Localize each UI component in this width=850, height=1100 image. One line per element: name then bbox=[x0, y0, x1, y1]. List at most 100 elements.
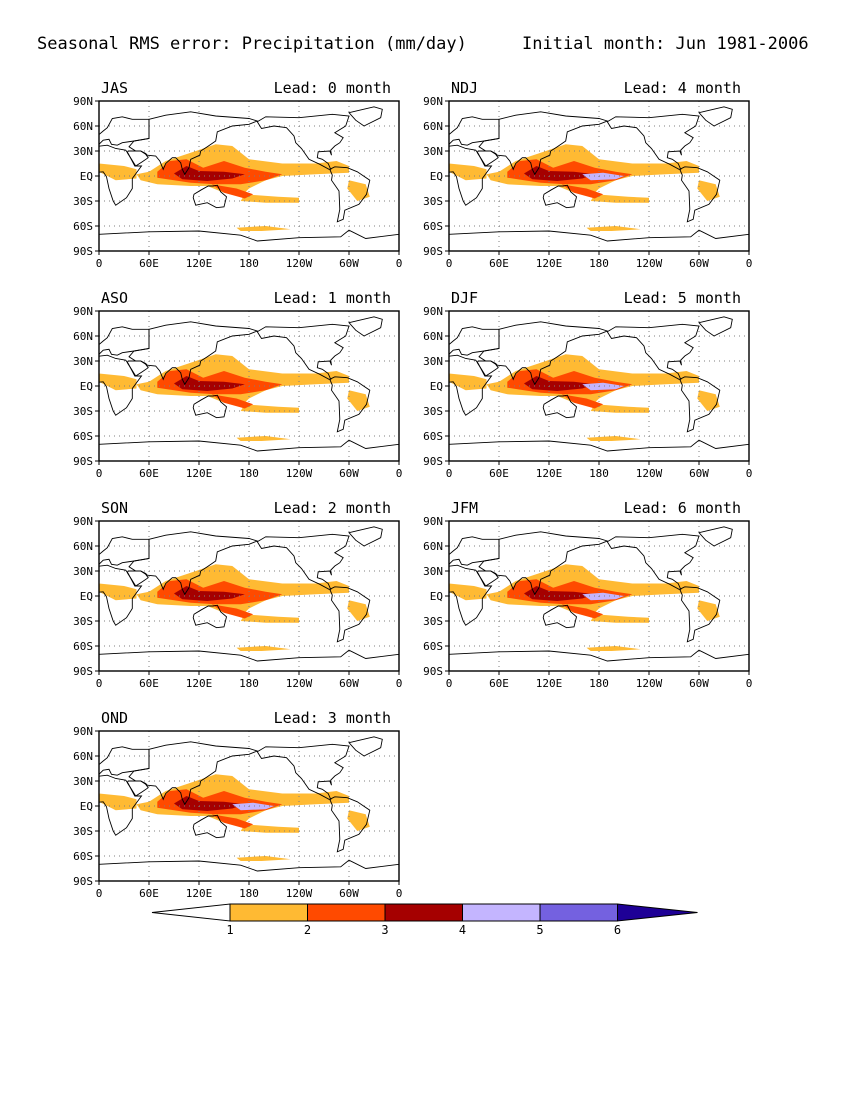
lat-label: 30N bbox=[73, 565, 93, 578]
contour-level-3 bbox=[524, 586, 595, 601]
coastline-namerica bbox=[606, 113, 700, 170]
contour-level-3 bbox=[524, 166, 595, 181]
lat-label: 60S bbox=[423, 430, 443, 443]
lat-label: 90N bbox=[423, 515, 443, 528]
contour-level-1 bbox=[449, 373, 487, 391]
coastline-africa bbox=[449, 354, 493, 416]
coastline-europe bbox=[449, 536, 500, 566]
coastline-africa bbox=[449, 144, 493, 206]
contour-level-4 bbox=[582, 592, 624, 601]
coastline-greenland bbox=[698, 106, 733, 127]
coastline-antarctica bbox=[449, 649, 749, 671]
contour-level-1 bbox=[586, 226, 641, 231]
coastline-namerica bbox=[256, 533, 350, 590]
contour-level-2 bbox=[561, 604, 604, 619]
coastline-samerica bbox=[329, 376, 371, 433]
coastline-australia bbox=[192, 184, 228, 209]
contour-level-4 bbox=[582, 172, 624, 181]
lon-label: 0 bbox=[96, 887, 103, 900]
lat-label: 30S bbox=[73, 615, 93, 628]
panel-lead-label: Lead: 5 month bbox=[624, 289, 741, 307]
lon-label: 0 bbox=[746, 467, 753, 480]
lon-label: 120E bbox=[536, 677, 563, 690]
lat-label: 90N bbox=[73, 95, 93, 108]
lat-label: EQ bbox=[80, 800, 93, 813]
lon-label: 60E bbox=[139, 467, 159, 480]
lon-label: 120W bbox=[286, 467, 313, 480]
contour-level-3 bbox=[174, 376, 245, 391]
panel-lead-label: Lead: 3 month bbox=[274, 709, 391, 727]
lat-label: 60N bbox=[423, 330, 443, 343]
colorbar-segment bbox=[384, 903, 463, 922]
coastline-samerica bbox=[679, 166, 721, 223]
lat-label: 90S bbox=[73, 245, 93, 258]
lon-label: 120E bbox=[186, 677, 213, 690]
lat-label: 90N bbox=[423, 305, 443, 318]
lon-label: 120E bbox=[536, 257, 563, 270]
lon-label: 120E bbox=[186, 887, 213, 900]
panel-season-label: OND bbox=[101, 709, 128, 727]
panel-season-label: JAS bbox=[101, 79, 128, 97]
colorbar-label: 3 bbox=[381, 923, 388, 937]
colorbar-label: 2 bbox=[304, 923, 311, 937]
lon-label: 0 bbox=[96, 467, 103, 480]
coastline-wrap bbox=[380, 587, 420, 642]
colorbar-segment bbox=[539, 903, 618, 922]
lat-label: 30S bbox=[73, 195, 93, 208]
coastline-greenland bbox=[698, 526, 733, 547]
coastline-antarctica bbox=[99, 229, 399, 251]
lon-label: 60W bbox=[689, 467, 709, 480]
colorbar-label: 4 bbox=[459, 923, 466, 937]
map-contours bbox=[99, 731, 399, 881]
lon-label: 0 bbox=[446, 677, 453, 690]
map-contours bbox=[99, 311, 399, 461]
coastline-wrap bbox=[380, 167, 420, 222]
coastline-africa bbox=[99, 564, 143, 626]
colorbar-segment bbox=[229, 903, 308, 922]
lat-label: EQ bbox=[430, 170, 443, 183]
contour-level-1 bbox=[347, 810, 370, 831]
coastline-wrap bbox=[30, 587, 70, 642]
lon-label: 60E bbox=[139, 257, 159, 270]
coastline-wrap bbox=[30, 167, 70, 222]
lat-label: EQ bbox=[430, 380, 443, 393]
lon-label: 120W bbox=[636, 257, 663, 270]
panel-season-label: ASO bbox=[101, 289, 128, 307]
coastline-arabia bbox=[476, 360, 499, 377]
contour-level-1 bbox=[347, 600, 370, 621]
lon-label: 180 bbox=[239, 887, 259, 900]
lat-label: EQ bbox=[80, 380, 93, 393]
coastline-africa bbox=[449, 564, 493, 626]
colorbar-segment bbox=[307, 903, 386, 922]
colorbar-label: 1 bbox=[226, 923, 233, 937]
colorbar-left-arrow bbox=[151, 903, 231, 922]
coastline-antarctica bbox=[99, 649, 399, 671]
lon-label: 120W bbox=[286, 887, 313, 900]
lon-label: 0 bbox=[96, 257, 103, 270]
panel-lead-label: Lead: 0 month bbox=[274, 79, 391, 97]
lat-label: 60N bbox=[423, 120, 443, 133]
contour-level-1 bbox=[697, 600, 720, 621]
colorbar-segment bbox=[462, 903, 541, 922]
coastline-samerica bbox=[679, 586, 721, 643]
coastline-antarctica bbox=[99, 859, 399, 881]
lat-label: 30S bbox=[423, 615, 443, 628]
lon-label: 180 bbox=[589, 257, 609, 270]
contour-level-3 bbox=[174, 586, 245, 601]
contour-level-1 bbox=[99, 163, 137, 181]
contour-level-1 bbox=[697, 390, 720, 411]
coastline-wrap bbox=[307, 534, 399, 589]
coastline-antarctica bbox=[449, 229, 749, 251]
coastline-wrap bbox=[380, 377, 420, 432]
coastline-europe bbox=[449, 116, 500, 146]
coastline-namerica bbox=[256, 113, 350, 170]
lon-label: 180 bbox=[239, 257, 259, 270]
coastline-samerica bbox=[329, 586, 371, 643]
coastline-greenland bbox=[348, 316, 383, 337]
contour-level-1 bbox=[449, 163, 487, 181]
lon-label: 180 bbox=[589, 677, 609, 690]
